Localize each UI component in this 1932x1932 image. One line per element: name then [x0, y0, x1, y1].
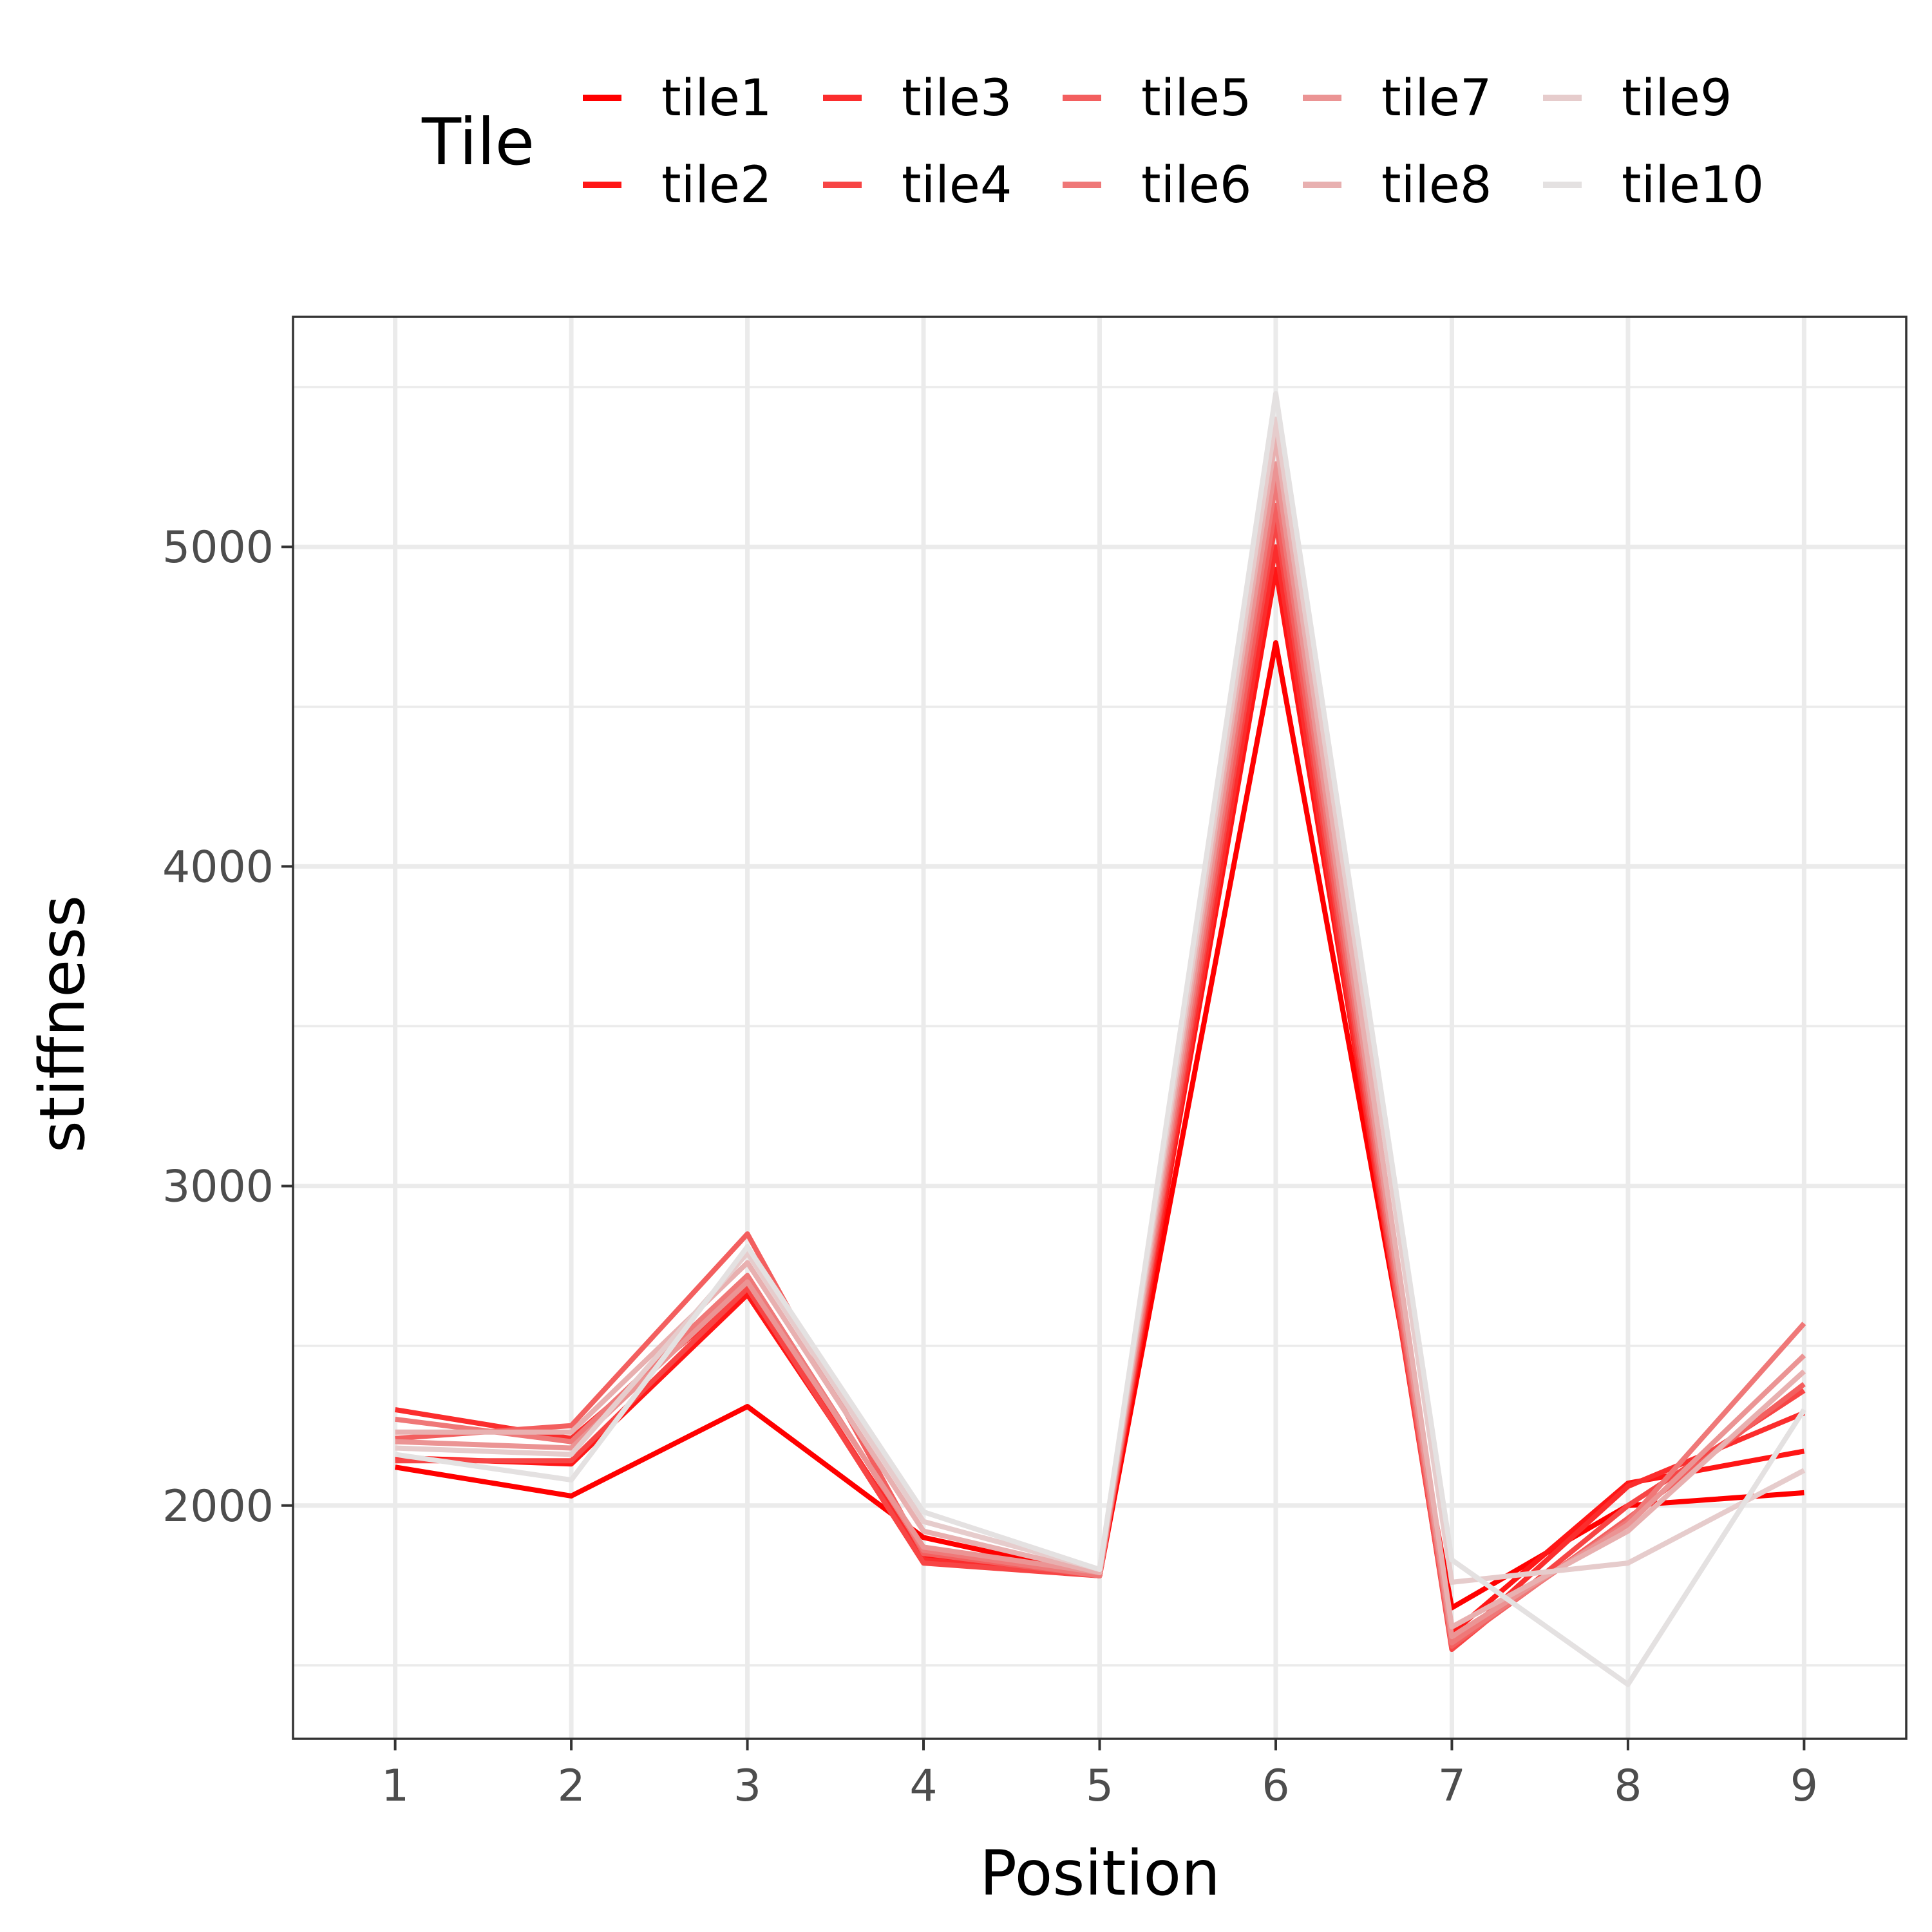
legend-label-tile2: tile2: [661, 156, 772, 214]
legend-label-tile6: tile6: [1141, 156, 1252, 214]
plot-panel: [292, 316, 1908, 1740]
x-tick-label: 8: [1614, 1761, 1642, 1812]
legend-title: Tile: [421, 104, 535, 180]
x-tick-label: 4: [909, 1761, 937, 1812]
axes: 2000 3000 4000 5000 1 2 3 4 5 6 7 8 9: [162, 522, 1818, 1812]
x-tick-label: 9: [1790, 1761, 1818, 1812]
legend-item-tile1: tile1: [583, 70, 772, 128]
legend-item-tile7: tile7: [1303, 70, 1492, 128]
legend-item-tile3: tile3: [823, 70, 1012, 128]
y-tick-label: 5000: [162, 522, 274, 573]
legend-label-tile8: tile8: [1381, 156, 1492, 214]
x-tick-label: 6: [1262, 1761, 1289, 1812]
y-tick-label: 3000: [162, 1162, 274, 1213]
legend-label-tile7: tile7: [1381, 70, 1492, 128]
x-tick-label: 5: [1086, 1761, 1113, 1812]
x-tick-label: 2: [557, 1761, 585, 1812]
y-tick-label: 2000: [162, 1481, 274, 1532]
legend-item-tile9: tile9: [1543, 70, 1732, 128]
legend-label-tile4: tile4: [902, 156, 1012, 214]
x-tick-label: 1: [381, 1761, 409, 1812]
x-tick-label: 7: [1438, 1761, 1466, 1812]
series-line-tile8: [395, 435, 1806, 1630]
legend-label-tile5: tile5: [1141, 70, 1252, 128]
legend-item-tile2: tile2: [583, 156, 772, 214]
y-tick-label: 4000: [162, 842, 274, 893]
legend-item-tile5: tile5: [1063, 70, 1252, 128]
y-axis-title: stiffness: [26, 895, 99, 1153]
legend-item-tile8: tile8: [1303, 156, 1492, 214]
legend-label-tile9: tile9: [1622, 70, 1732, 128]
legend-label-tile1: tile1: [661, 70, 772, 128]
legend-label-tile3: tile3: [902, 70, 1012, 128]
x-tick-label: 3: [734, 1761, 761, 1812]
legend: Tile tile1 tile2 tile3 tile4 tile5 tile6 tile7…: [421, 70, 1764, 214]
series-line-tile10: [395, 391, 1806, 1687]
legend-item-tile6: tile6: [1063, 156, 1252, 214]
legend-label-tile10: tile10: [1622, 156, 1764, 214]
legend-item-tile4: tile4: [823, 156, 1012, 214]
x-axis-title: Position: [980, 1837, 1220, 1909]
legend-item-tile10: tile10: [1543, 156, 1764, 214]
